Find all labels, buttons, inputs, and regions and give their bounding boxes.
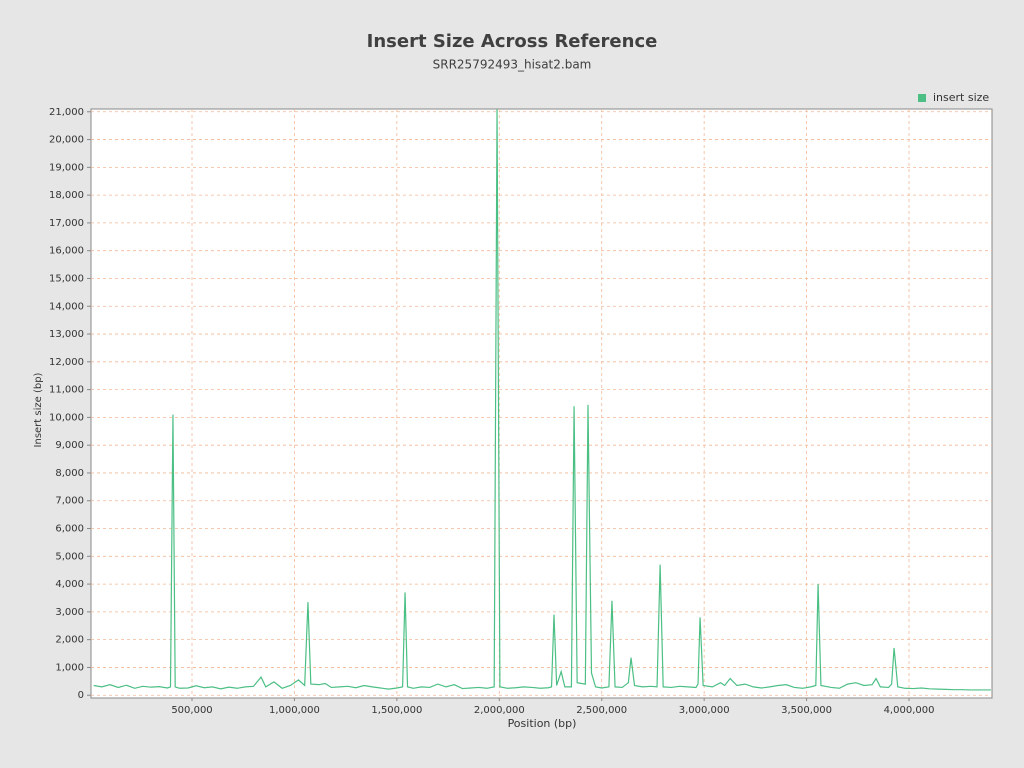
x-axis-label: Position (bp) — [508, 717, 577, 730]
y-tick-label: 6,000 — [55, 524, 84, 535]
y-tick-label: 7,000 — [55, 496, 84, 507]
x-tick-label: 1,500,000 — [371, 705, 422, 716]
x-tick-label: 4,000,000 — [884, 705, 935, 716]
legend-swatch — [918, 94, 926, 102]
y-tick-label: 4,000 — [55, 579, 84, 590]
y-tick-label: 15,000 — [49, 273, 84, 284]
y-tick-label: 10,000 — [49, 412, 84, 423]
y-tick-label: 2,000 — [55, 635, 84, 646]
x-tick-label: 3,500,000 — [781, 705, 832, 716]
x-tick-label: 3,000,000 — [679, 705, 730, 716]
x-tick-label: 500,000 — [171, 705, 212, 716]
y-tick-label: 11,000 — [49, 385, 84, 396]
chart-subtitle: SRR25792493_hisat2.bam — [433, 58, 592, 72]
y-axis-label: Insert size (bp) — [33, 372, 44, 447]
plot-area — [90, 108, 993, 699]
y-tick-label: 16,000 — [49, 246, 84, 257]
y-tick-label: 3,000 — [55, 607, 84, 618]
y-tick-label: 18,000 — [49, 190, 84, 201]
legend-label: insert size — [933, 91, 989, 104]
y-tick-label: 5,000 — [55, 551, 84, 562]
y-tick-label: 9,000 — [55, 440, 84, 451]
x-tick-label: 2,500,000 — [576, 705, 627, 716]
y-tick-label: 1,000 — [55, 662, 84, 673]
x-tick-label: 2,000,000 — [474, 705, 525, 716]
data-line — [93, 108, 991, 691]
y-tick-label: 13,000 — [49, 329, 84, 340]
y-tick-label: 21,000 — [49, 107, 84, 118]
x-tick-label: 1,000,000 — [269, 705, 320, 716]
y-tick-label: 20,000 — [49, 135, 84, 146]
y-tick-label: 12,000 — [49, 357, 84, 368]
y-tick-label: 14,000 — [49, 301, 84, 312]
chart-title: Insert Size Across Reference — [367, 31, 658, 52]
y-tick-label: 17,000 — [49, 218, 84, 229]
y-tick-label: 8,000 — [55, 468, 84, 479]
y-tick-label: 19,000 — [49, 162, 84, 173]
y-tick-label: 0 — [78, 690, 84, 701]
